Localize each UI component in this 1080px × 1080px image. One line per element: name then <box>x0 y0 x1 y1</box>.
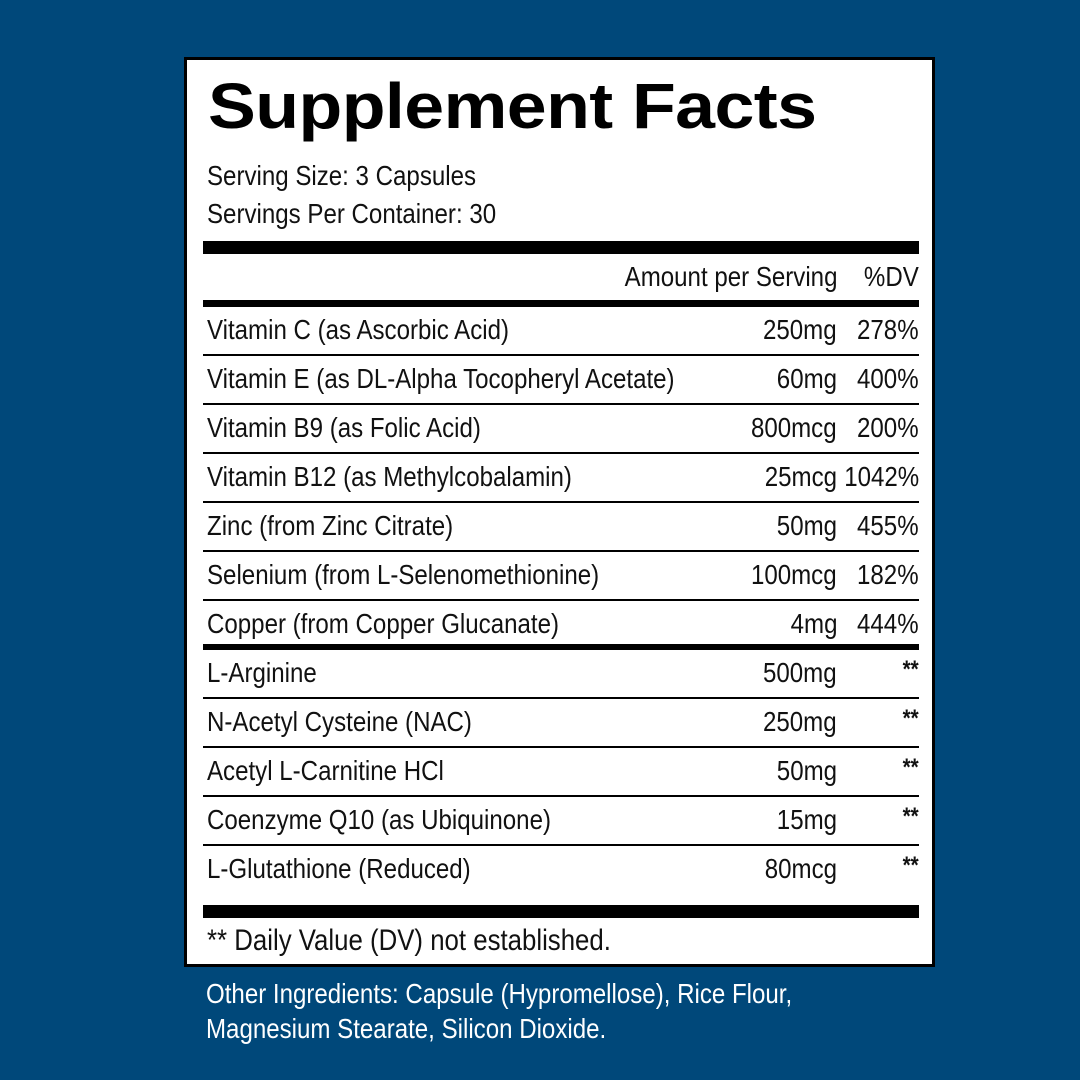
ingredient-dv: ** <box>902 656 919 683</box>
header-amount: Amount per Serving <box>624 261 837 292</box>
ingredient-name: Acetyl L-Carnitine HCl <box>207 755 444 786</box>
ingredient-name: N-Acetyl Cysteine (NAC) <box>207 706 472 737</box>
nutrient-name: Vitamin B9 (as Folic Acid) <box>207 412 481 443</box>
other-ingredients-line-2: Magnesium Stearate, Silicon Dioxide. <box>206 1013 607 1044</box>
nutrient-dv: 278% <box>857 314 919 345</box>
nutrient-table: Vitamin C (as Ascorbic Acid) 250mg 278% … <box>203 307 919 893</box>
column-header-row: Amount per Serving %DV <box>203 254 919 300</box>
nutrient-name: Vitamin B12 (as Methylcobalamin) <box>207 461 572 492</box>
thick-rule-bottom <box>203 905 919 918</box>
ingredient-name: L-Glutathione (Reduced) <box>207 853 471 884</box>
thick-rule-top <box>203 241 919 254</box>
table-row: Zinc (from Zinc Citrate) 50mg 455% <box>203 503 919 552</box>
servings-per-container: Servings Per Container: 30 <box>207 198 497 229</box>
ingredient-dv: ** <box>902 852 919 879</box>
nutrient-amount: 50mg <box>776 510 837 541</box>
nutrient-amount: 60mg <box>776 363 837 394</box>
ingredient-dv: ** <box>902 803 919 830</box>
table-row: Coenzyme Q10 (as Ubiquinone) 15mg ** <box>203 797 919 846</box>
table-row: Vitamin B12 (as Methylcobalamin) 25mcg 1… <box>203 454 919 503</box>
nutrient-name: Vitamin E (as DL-Alpha Tocopheryl Acetat… <box>207 363 675 394</box>
table-row: Vitamin B9 (as Folic Acid) 800mcg 200% <box>203 405 919 454</box>
nutrient-amount: 25mcg <box>764 461 837 492</box>
table-row: L-Glutathione (Reduced) 80mcg ** <box>203 846 919 893</box>
table-row: Copper (from Copper Glucanate) 4mg 444% <box>203 601 919 650</box>
nutrient-dv: 1042% <box>844 461 919 492</box>
table-row: Selenium (from L-Selenomethionine) 100mc… <box>203 552 919 601</box>
nutrient-name: Zinc (from Zinc Citrate) <box>207 510 454 541</box>
ingredient-dv: ** <box>902 754 919 781</box>
serving-size: Serving Size: 3 Capsules <box>207 160 477 191</box>
supplement-facts-panel: Supplement Facts Serving Size: 3 Capsule… <box>184 57 935 967</box>
dv-footnote: ** Daily Value (DV) not established. <box>207 924 611 957</box>
nutrient-amount: 100mcg <box>751 559 837 590</box>
nutrient-name: Copper (from Copper Glucanate) <box>207 608 559 639</box>
ingredient-dv: ** <box>902 705 919 732</box>
ingredient-amount: 50mg <box>776 755 837 786</box>
nutrient-dv: 444% <box>857 608 919 639</box>
ingredient-name: Coenzyme Q10 (as Ubiquinone) <box>207 804 551 835</box>
ingredient-amount: 500mg <box>763 657 837 688</box>
ingredient-amount: 15mg <box>776 804 837 835</box>
table-row: N-Acetyl Cysteine (NAC) 250mg ** <box>203 699 919 748</box>
nutrient-amount: 250mg <box>763 314 837 345</box>
panel-title: Supplement Facts <box>208 70 817 142</box>
table-row: L-Arginine 500mg ** <box>203 650 919 699</box>
nutrient-name: Selenium (from L-Selenomethionine) <box>207 559 600 590</box>
ingredient-amount: 250mg <box>763 706 837 737</box>
nutrient-dv: 182% <box>857 559 919 590</box>
nutrient-dv: 200% <box>857 412 919 443</box>
nutrient-amount: 800mcg <box>751 412 837 443</box>
nutrient-amount: 4mg <box>790 608 837 639</box>
ingredient-amount: 80mcg <box>764 853 837 884</box>
nutrient-dv: 455% <box>857 510 919 541</box>
table-row: Vitamin E (as DL-Alpha Tocopheryl Acetat… <box>203 356 919 405</box>
header-dv: %DV <box>864 261 919 292</box>
other-ingredients-line-1: Other Ingredients: Capsule (Hypromellose… <box>206 978 793 1009</box>
nutrient-dv: 400% <box>857 363 919 394</box>
nutrient-name: Vitamin C (as Ascorbic Acid) <box>207 314 510 345</box>
other-ingredients: Other Ingredients: Capsule (Hypromellose… <box>206 976 860 1046</box>
ingredient-name: L-Arginine <box>207 657 317 688</box>
medium-rule <box>203 300 919 307</box>
table-row: Acetyl L-Carnitine HCl 50mg ** <box>203 748 919 797</box>
table-row: Vitamin C (as Ascorbic Acid) 250mg 278% <box>203 307 919 356</box>
